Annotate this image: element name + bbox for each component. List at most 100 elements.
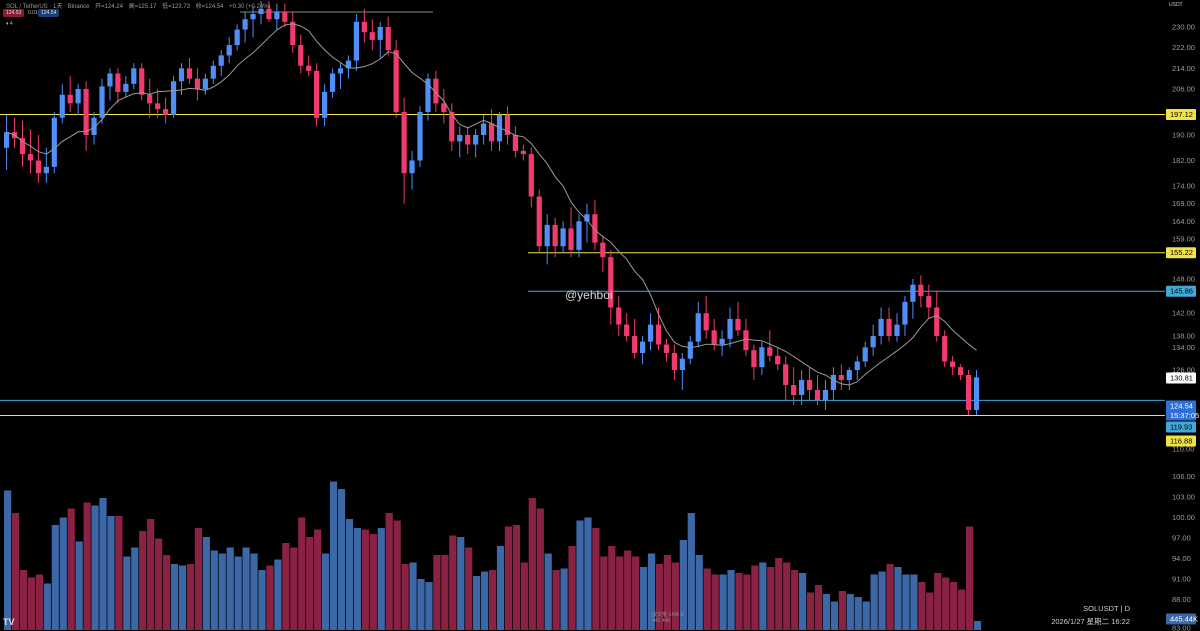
candle-body [520,150,526,155]
price-tick-label: 159.00 [1172,235,1195,244]
ohlc-open: 开=124.24 [95,4,123,10]
candle-body [783,364,789,385]
price-tag [1166,435,1196,447]
volume-bar [735,573,743,630]
volume-bar [226,547,234,630]
volume-bar [576,520,584,630]
sell-price-button[interactable]: 124.53 [3,9,25,17]
spread-value: 0.01 [28,10,38,16]
watermark-text: @yehboi [565,288,613,302]
candle-body [298,45,304,66]
candle-body [250,14,256,20]
symbol-title[interactable]: SOL / TetherUS · 1天 · Binance [6,4,90,10]
volume-bar [687,513,695,630]
price-tag-label: 116.88 [1170,437,1192,446]
ohlc-low: 低=123.73 [162,4,190,10]
volume-bar [783,562,791,630]
candle-body [647,324,654,342]
volume-label-title: 成交量 SMA 9 [652,612,684,618]
candle-body [950,361,956,368]
candle-body [433,78,439,104]
volume-bar [337,489,346,630]
price-tick-label: 169.00 [1172,199,1195,208]
candle-body [806,380,813,390]
volume-bar [35,574,43,630]
volume-bar [425,582,433,630]
volume-bar [679,540,687,630]
chevron-down-icon: ▾ [6,21,10,27]
candle-body [4,132,10,148]
volume-bar [608,546,616,630]
volume-bar [210,550,218,630]
volume-bar [353,528,361,630]
volume-bar [950,582,958,630]
volume-bar [91,505,99,630]
candle-body [290,21,296,46]
indicator-collapse-toggle[interactable]: ▾ 4 [3,20,16,28]
volume-bar [584,517,592,630]
price-tick-label: 91.00 [1172,575,1191,584]
volume-bar [83,502,91,630]
volume-bar [711,574,719,630]
candle-body [679,358,685,370]
candle-body [91,117,97,135]
price-tag-label: 155.22 [1170,248,1193,257]
price-tick-label: 142.00 [1172,309,1195,318]
volume-bar [282,543,290,630]
volume-bar [814,585,823,630]
candle-body [369,32,375,40]
volume-bar [552,570,560,630]
candle-body [902,301,908,325]
volume-bar [457,537,465,630]
candle-body [799,380,805,395]
candle-body [600,242,606,258]
volume-bar [250,553,258,630]
volume-bar [655,564,664,630]
volume-bar [560,568,568,630]
volume-bar [846,594,854,630]
candle-body [345,60,352,69]
volume-bar [719,574,727,630]
volume-label: 成交量 SMA 9 445.44K [652,612,683,624]
volume-bar [314,529,322,630]
candle-body [361,21,367,33]
volume-bar [806,592,815,630]
candle-body [584,214,590,222]
volume-bar [647,553,656,630]
volume-bar [727,570,735,630]
ohlc-change: +0.30 (+0.24%) [229,4,271,10]
candle-body [75,89,81,104]
candle-body [576,221,582,250]
volume-bar [640,567,648,630]
candle-body [274,11,280,20]
candle-body [19,138,26,155]
candle-body [306,65,312,71]
volume-bar [218,553,226,630]
price-tick-label: 164.00 [1172,217,1195,226]
volume-bar [481,571,489,630]
volume-bar [107,516,115,630]
candle-body [512,135,518,151]
candle-body [568,228,574,250]
chart-header: SOL / TetherUS · 1天 · Binance 开=124.24 高… [6,1,275,10]
candle-body [759,347,765,368]
indicator-count: 4 [9,21,13,27]
price-tick-label: 214.00 [1172,64,1195,73]
candle-body [942,336,948,362]
volume-bar [496,546,505,630]
candle-body [282,11,288,22]
tradingview-logo-icon[interactable]: TV [3,617,15,627]
candle-body [123,83,129,92]
volume-bar [775,558,783,630]
volume-bar [830,601,838,630]
price-tick-label: 88.00 [1172,595,1191,604]
volume-bar [600,556,608,630]
price-tick-label: 148.00 [1172,275,1195,284]
candle-body [910,284,916,302]
volume-bar [759,562,767,630]
buy-price-button[interactable]: 124.54 [38,9,60,17]
candle-body [608,257,614,308]
price-tag [1166,421,1196,433]
price-tag [1166,372,1196,384]
